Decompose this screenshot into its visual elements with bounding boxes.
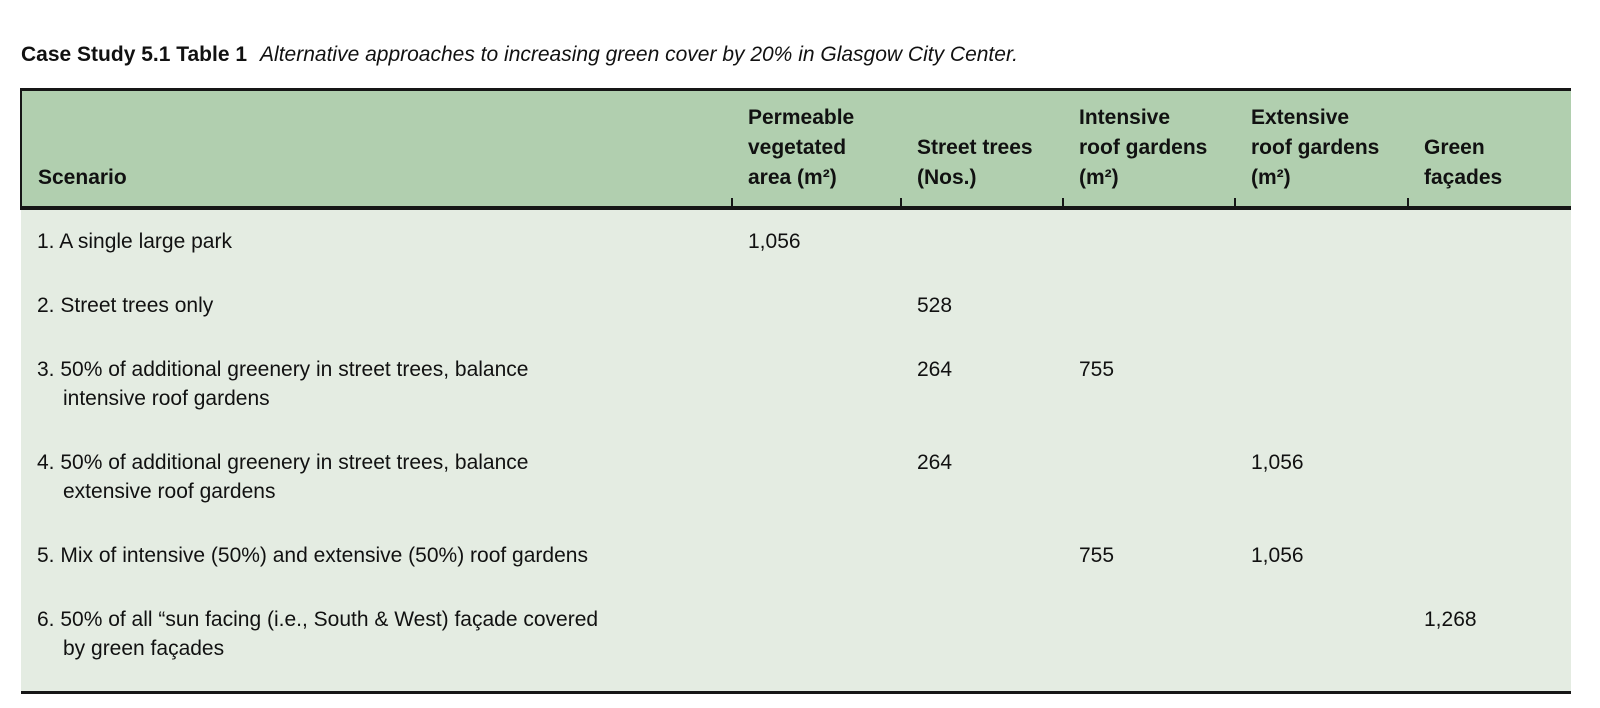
value-cell-green-facades [1408, 208, 1571, 274]
value-cell-intensive: 755 [1063, 524, 1235, 588]
col-header-street-trees: Street trees (Nos.) [900, 89, 1063, 210]
value-cell-green-facades [1408, 524, 1571, 588]
value-cell-intensive [1063, 208, 1235, 274]
scenario-text: 5. Mix of intensive (50%) and extensive … [37, 544, 588, 567]
header-row: Scenario Permeable vegetated area (m²) S… [20, 89, 1571, 210]
scenario-cell: 2. Street trees only [21, 274, 732, 338]
value-cell-street-trees: 264 [901, 431, 1063, 524]
value-cell-extensive [1235, 274, 1408, 338]
value-cell-permeable: 1,056 [732, 208, 901, 274]
value-cell-street-trees [901, 208, 1063, 274]
table-row-6: 6. 50% of all “sun facing (i.e., South &… [21, 588, 1571, 694]
col-header-intensive-roof-gardens: Intensive roof gardens (m²) [1062, 89, 1235, 210]
value-cell-permeable [732, 431, 901, 524]
table-row-3: 3. 50% of additional greenery in street … [21, 338, 1571, 431]
value-cell-intensive [1063, 274, 1235, 338]
col-header-green-facades: Green façades [1407, 89, 1571, 210]
table-caption: Case Study 5.1 Table 1 Alternative approa… [21, 43, 1018, 67]
scenario-cell: 5. Mix of intensive (50%) and extensive … [21, 524, 732, 588]
col-header-extensive-roof-gardens: Extensive roof gardens (m²) [1234, 89, 1408, 210]
col-header-permeable-vegetated-area: Permeable vegetated area (m²) [731, 89, 901, 210]
table-row-5: 5. Mix of intensive (50%) and extensive … [21, 524, 1571, 588]
value-cell-extensive [1235, 338, 1408, 431]
value-cell-street-trees [901, 524, 1063, 588]
value-cell-intensive [1063, 588, 1235, 694]
scenario-cell: 3. 50% of additional greenery in street … [21, 338, 732, 431]
value-cell-intensive [1063, 431, 1235, 524]
value-cell-street-trees: 264 [901, 338, 1063, 431]
value-cell-green-facades [1408, 431, 1571, 524]
scenario-cell: 1. A single large park [21, 208, 732, 274]
value-cell-extensive: 1,056 [1235, 431, 1408, 524]
value-cell-extensive: 1,056 [1235, 524, 1408, 588]
value-cell-green-facades [1408, 274, 1571, 338]
scenario-text: 2. Street trees only [37, 294, 214, 317]
value-cell-intensive: 755 [1063, 338, 1235, 431]
scenario-text: 4. 50% of additional greenery in street … [37, 451, 529, 503]
col-header-scenario: Scenario [20, 89, 732, 210]
scenario-cell: 4. 50% of additional greenery in street … [21, 431, 732, 524]
table-row-1: 1. A single large park 1,056 [21, 208, 1571, 274]
table-row-4: 4. 50% of additional greenery in street … [21, 431, 1571, 524]
value-cell-permeable [732, 274, 901, 338]
value-cell-green-facades: 1,268 [1408, 588, 1571, 694]
scenario-cell: 6. 50% of all “sun facing (i.e., South &… [21, 588, 732, 694]
value-cell-street-trees [901, 588, 1063, 694]
case-study-table: Scenario Permeable vegetated area (m²) S… [20, 88, 1571, 694]
value-cell-street-trees: 528 [901, 274, 1063, 338]
table-caption-label: Case Study 5.1 Table 1 [21, 43, 248, 66]
table-header: Scenario Permeable vegetated area (m²) S… [20, 89, 1571, 210]
value-cell-permeable [732, 524, 901, 588]
scenario-text: 3. 50% of additional greenery in street … [37, 358, 529, 410]
value-cell-permeable [732, 338, 901, 431]
scenario-text: 1. A single large park [37, 230, 232, 253]
value-cell-permeable [732, 588, 901, 694]
scenario-text: 6. 50% of all “sun facing (i.e., South &… [37, 608, 599, 660]
table-body: 1. A single large park 1,056 2. Street t… [21, 208, 1571, 694]
value-cell-extensive [1235, 208, 1408, 274]
value-cell-green-facades [1408, 338, 1571, 431]
value-cell-extensive [1235, 588, 1408, 694]
table-row-2: 2. Street trees only 528 [21, 274, 1571, 338]
table-caption-text: Alternative approaches to increasing gre… [260, 43, 1018, 66]
